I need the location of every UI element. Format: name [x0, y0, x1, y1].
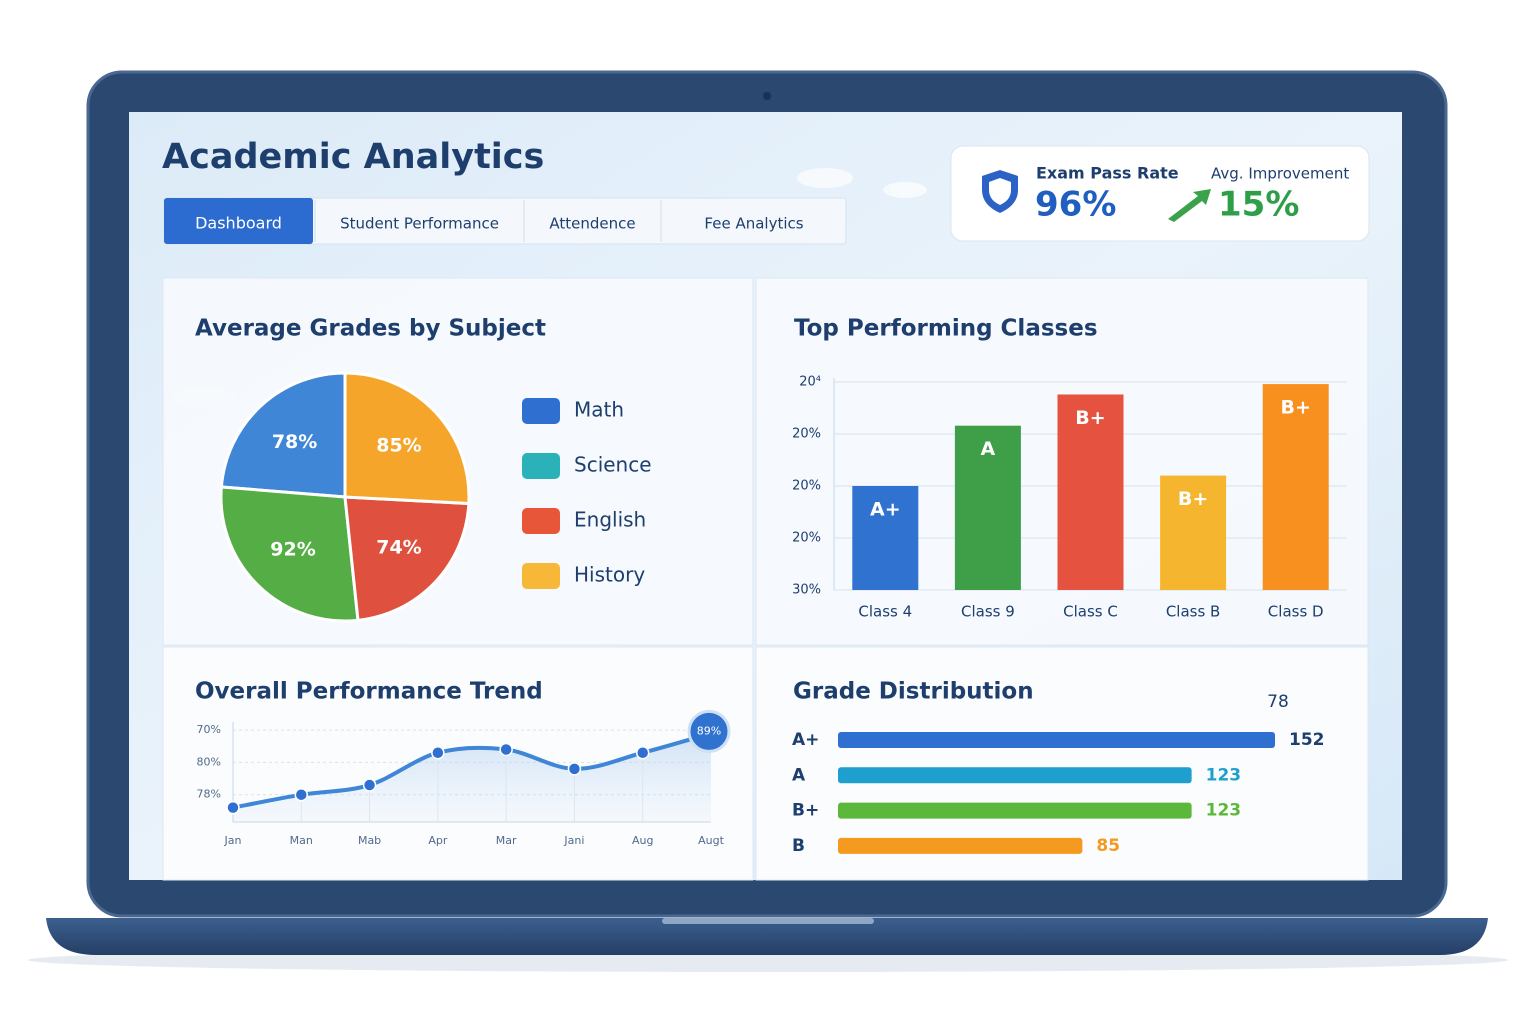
- y-tick-label: 70%: [197, 723, 221, 736]
- bar: [852, 486, 919, 590]
- kpi-label: Exam Pass Rate: [1036, 164, 1179, 183]
- y-tick-label: 30%: [792, 583, 821, 598]
- x-tick-label: Apr: [428, 834, 448, 847]
- x-tick-label: Class D: [1268, 603, 1324, 621]
- x-tick-label: Class B: [1166, 603, 1221, 621]
- slice-label: 85%: [376, 434, 421, 456]
- kpi-value: 15%: [1218, 185, 1299, 225]
- legend-swatch: [522, 398, 560, 424]
- x-tick-label: Mar: [496, 834, 517, 847]
- value-label: 123: [1206, 801, 1242, 821]
- category-label: A+: [792, 730, 819, 750]
- value-label: 123: [1206, 765, 1242, 785]
- bar-grade: B+: [1075, 407, 1105, 429]
- point: [226, 800, 240, 815]
- category-label: B+: [792, 801, 819, 821]
- panel-title: Top Performing Classes: [794, 316, 1098, 342]
- slice-label: 74%: [376, 537, 421, 559]
- value-label: 85: [1096, 836, 1120, 856]
- legend-label: English: [574, 508, 646, 532]
- laptop-base: [46, 918, 1488, 955]
- bar-grade: A+: [870, 499, 901, 521]
- value-label: 152: [1289, 730, 1325, 750]
- y-tick-label: 20%: [792, 427, 821, 442]
- bar-grade: A: [981, 438, 996, 460]
- y-tick-label: 20%: [792, 479, 821, 494]
- bar: [1262, 384, 1329, 590]
- y-tick-label: 20⁴: [799, 375, 821, 390]
- y-tick-label: 20%: [792, 531, 821, 546]
- bar-grade: B+: [1178, 488, 1208, 510]
- category-label: A: [792, 765, 806, 785]
- point: [499, 742, 513, 757]
- app-title: Academic Analytics: [162, 137, 544, 177]
- line-area: [233, 733, 711, 822]
- slice-label: 92%: [270, 539, 315, 561]
- tab-label: Student Performance: [340, 215, 499, 233]
- panel-title: Average Grades by Subject: [195, 316, 546, 342]
- tab-label: Fee Analytics: [704, 215, 803, 233]
- tab[interactable]: Attendence: [523, 200, 636, 242]
- point: [567, 762, 582, 776]
- x-tick-label: Class 9: [961, 603, 1015, 621]
- arrow-icon: [1168, 189, 1211, 222]
- category-label: B: [792, 836, 805, 856]
- x-tick-label: Augt: [698, 834, 724, 847]
- legend-swatch: [522, 563, 560, 589]
- pie-slice: [219, 371, 347, 499]
- panel-title: Grade Distribution: [793, 679, 1034, 705]
- bar-grade: B+: [1280, 397, 1310, 419]
- bar: [954, 425, 1021, 590]
- pie-slice: [343, 371, 471, 506]
- point: [362, 778, 377, 792]
- y-tick-label: 80%: [197, 755, 221, 768]
- legend-label: Science: [574, 453, 652, 477]
- pie-slice: [343, 495, 471, 622]
- tab-label: Dashboard: [195, 214, 282, 233]
- x-tick-label: Jan: [224, 834, 242, 847]
- legend-swatch: [522, 508, 560, 534]
- x-tick-label: Mab: [358, 834, 381, 847]
- bar: [1160, 475, 1227, 590]
- camera: [763, 92, 771, 100]
- laptop-notch: [662, 918, 874, 924]
- kpi-value: 96%: [1035, 185, 1116, 225]
- kpi-card: [950, 145, 1370, 242]
- bar: [838, 767, 1192, 784]
- tab[interactable]: Fee Analytics: [660, 200, 804, 242]
- slice-label: 78%: [272, 431, 317, 453]
- legend-swatch: [522, 453, 560, 479]
- top-label: 78: [1267, 692, 1289, 712]
- point: [635, 745, 650, 760]
- bar: [1057, 394, 1124, 590]
- tab[interactable]: Student Performance: [314, 200, 499, 242]
- end-annotation: 89%: [697, 724, 721, 737]
- point: [294, 787, 309, 802]
- tab-active: [164, 198, 313, 244]
- x-tick-label: Class C: [1063, 603, 1118, 621]
- x-tick-label: Jani: [563, 834, 584, 847]
- legend-label: Math: [574, 398, 624, 422]
- pie-slice: [219, 485, 360, 623]
- legend-label: History: [574, 563, 645, 587]
- end-point: [687, 709, 731, 753]
- kpi-label: Avg. Improvement: [1211, 165, 1349, 183]
- x-tick-label: Man: [290, 834, 313, 847]
- tab[interactable]: Dashboard: [164, 198, 313, 244]
- x-tick-label: Class 4: [858, 603, 912, 621]
- y-tick-label: 78%: [197, 788, 221, 801]
- bar: [838, 732, 1275, 748]
- bar: [838, 802, 1192, 819]
- shield-inner: [989, 178, 1011, 205]
- panel-title: Overall Performance Trend: [195, 679, 543, 705]
- bar: [838, 837, 1083, 854]
- x-tick-label: Aug: [632, 834, 653, 847]
- point: [431, 745, 445, 760]
- tab-label: Attendence: [549, 215, 635, 233]
